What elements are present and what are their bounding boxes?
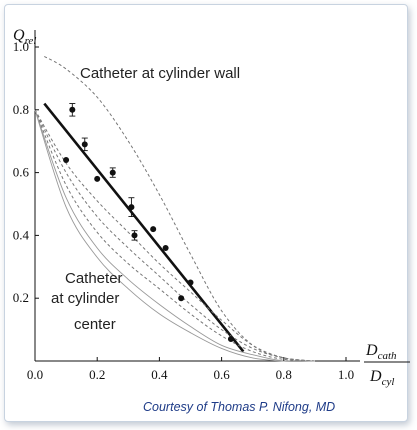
model-curve-dashed [34,109,315,362]
x-den-sub: cyl [382,376,395,388]
model-curve-solid [34,109,315,362]
annotation-center-line3: center [74,316,116,333]
x-num-sub: cath [378,350,397,362]
x-tick-label: 0.6 [213,367,230,382]
credit-line: Courtesy of Thomas P. Nifong, MD [143,400,335,414]
x-tick-label: 0.0 [27,367,43,382]
y-tick-label: 0.8 [13,102,29,117]
data-points [63,103,234,343]
y-tick-label: 0.6 [13,165,30,180]
model-curves [34,55,315,362]
data-point [109,169,116,176]
x-tick-label: 1.0 [338,367,354,382]
data-point [94,175,101,182]
data-point [131,232,138,239]
tick-labels: 0.0 0.2 0.4 0.6 0.8 1.0 0.2 0.4 0.6 0.8 1.0 [13,39,354,382]
y-axis-label-sub: rel [25,35,37,47]
x-axis-label-numerator: Dcath [365,342,397,362]
y-axis-label: Qrel [13,27,36,47]
y-tick-label: 1.0 [13,39,29,54]
data-point [150,226,157,233]
y-axis-label-base: Q [13,27,25,44]
regression-line [43,102,245,353]
model-curve-dashed [44,55,315,362]
data-point [227,336,234,343]
data-point [178,295,185,302]
x-den-base: D [369,368,382,385]
data-point [162,244,169,251]
data-point [187,279,194,286]
data-point [63,157,70,164]
data-point [128,204,135,211]
model-curve-solid [34,109,315,362]
x-num-base: D [365,342,378,359]
annotation-wall: Catheter at cylinder wall [80,65,240,82]
x-axis-label-denominator: Dcyl [369,368,394,388]
x-tick-label: 0.8 [276,367,292,382]
y-tick-label: 0.4 [13,227,30,242]
annotation-center-line2: at cylinder [51,290,119,307]
figure-frame [4,4,408,422]
x-tick-label: 0.2 [89,367,105,382]
data-point [81,141,88,148]
data-point [69,106,76,113]
x-tick-label: 0.4 [151,367,168,382]
annotation-center-line1: Catheter [65,270,123,287]
y-tick-label: 0.2 [13,290,29,305]
model-curve-dashed [34,109,315,362]
